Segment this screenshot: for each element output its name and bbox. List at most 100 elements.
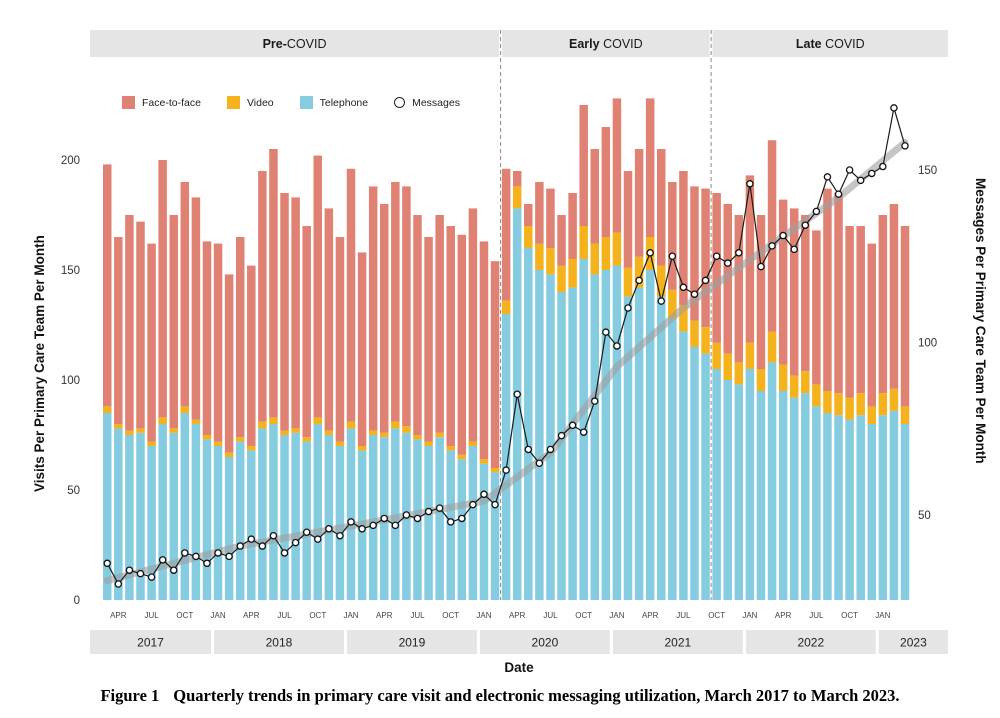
bar-video-segment: [834, 393, 843, 416]
bar-video-segment: [512, 186, 522, 209]
bar-video-segment: [357, 446, 367, 451]
bar-video-segment: [335, 441, 345, 446]
bar-face-to-face-segment: [280, 193, 289, 431]
bar-telephone-segment: [147, 446, 156, 600]
bar-face-to-face-segment: [490, 261, 500, 468]
bar-video-segment: [812, 384, 821, 407]
year-band: [346, 630, 477, 654]
bar-telephone-segment: [701, 353, 710, 600]
bar-face-to-face-segment: [247, 265, 256, 446]
year-label: 2021: [665, 636, 692, 650]
bar-face-to-face-segment: [801, 215, 810, 372]
messages-point: [746, 180, 754, 188]
messages-point: [358, 525, 366, 533]
messages-point: [214, 549, 222, 557]
bar-face-to-face-segment: [756, 215, 766, 369]
legend-label-video: Video: [246, 96, 274, 109]
messages-point: [391, 521, 400, 530]
messages-point: [901, 142, 909, 150]
bar-face-to-face-segment: [302, 226, 311, 438]
bar-video-segment: [435, 432, 444, 438]
messages-point: [668, 252, 677, 260]
bar-face-to-face-segment: [457, 234, 467, 455]
bar-video-segment: [479, 459, 489, 464]
bar-face-to-face-segment: [679, 171, 688, 306]
bar-face-to-face-segment: [634, 149, 644, 257]
bar-face-to-face-segment: [479, 241, 489, 460]
messages-point: [380, 514, 388, 523]
messages-point: [823, 173, 832, 181]
left-axis-tick-label: 200: [61, 155, 80, 167]
bar-video-segment: [224, 452, 234, 457]
bar-face-to-face-segment: [258, 171, 267, 422]
year-band: [90, 630, 211, 654]
bar-face-to-face-segment: [512, 171, 522, 187]
bar-face-to-face-segment: [812, 230, 821, 385]
bar-video-segment: [878, 393, 888, 416]
bar-telephone-segment: [690, 347, 699, 600]
bar-video-segment: [745, 342, 755, 369]
bar-video-segment: [657, 265, 666, 297]
bar-video-segment: [291, 428, 300, 433]
year-band: [612, 630, 743, 654]
bar-face-to-face-segment: [557, 215, 566, 266]
bar-video-segment: [213, 441, 223, 446]
bar-telephone-segment: [136, 432, 145, 600]
messages-point: [446, 518, 455, 526]
bar-video-segment: [623, 267, 633, 297]
month-tick-label: JUL: [543, 611, 558, 620]
month-tick-label: APR: [509, 611, 526, 620]
bar-video-segment: [468, 441, 478, 446]
bar-face-to-face-segment: [579, 105, 588, 226]
bar-telephone-segment: [834, 415, 843, 600]
bar-telephone-segment: [158, 424, 167, 600]
bar-face-to-face-segment: [867, 243, 877, 407]
bar-video-segment: [590, 243, 600, 275]
bar-video-segment: [867, 406, 877, 424]
bar-video-segment: [756, 369, 766, 391]
bar-video-segment: [147, 441, 156, 446]
messages-point: [424, 507, 433, 516]
bar-video-segment: [247, 446, 256, 451]
bar-telephone-segment: [213, 446, 223, 600]
bar-video-segment: [158, 417, 167, 424]
messages-point: [280, 549, 289, 557]
month-tick-label: OCT: [841, 611, 858, 620]
bar-face-to-face-segment: [380, 204, 389, 433]
bar-telephone-segment: [789, 397, 799, 600]
bar-face-to-face-segment: [213, 243, 223, 442]
bar-video-segment: [125, 430, 134, 435]
bar-video-segment: [169, 428, 178, 433]
bar-video-segment: [823, 391, 832, 413]
month-tick-label: JUL: [144, 611, 159, 620]
bar-video-segment: [801, 371, 810, 394]
bar-face-to-face-segment: [535, 182, 544, 244]
bar-face-to-face-segment: [158, 160, 167, 418]
bar-video-segment: [524, 226, 533, 248]
year-label: 2020: [532, 636, 559, 650]
bar-telephone-segment: [712, 369, 721, 600]
messages-point: [524, 445, 533, 454]
period-band: [502, 30, 710, 57]
bar-telephone-segment: [468, 446, 478, 600]
bar-telephone-segment: [324, 435, 334, 600]
month-tick-label: JUL: [809, 611, 824, 620]
messages-point: [469, 500, 477, 509]
bar-face-to-face-segment: [823, 188, 832, 391]
period-band: [712, 30, 948, 57]
period-label: Pre-COVID: [263, 37, 327, 51]
bar-telephone-segment: [114, 428, 123, 600]
bar-video-segment: [346, 421, 356, 429]
bar-face-to-face-segment: [524, 204, 533, 226]
bar-telephone-segment: [557, 292, 566, 600]
bar-video-segment: [734, 362, 744, 385]
bar-telephone-segment: [767, 362, 777, 600]
bar-telephone-segment: [269, 424, 278, 600]
year-label: 2018: [266, 636, 293, 650]
bar-face-to-face-segment: [191, 197, 201, 420]
bar-video-segment: [402, 426, 411, 433]
messages-point: [790, 245, 798, 254]
month-tick-label: APR: [110, 611, 127, 620]
right-axis-tick-label: 150: [918, 165, 937, 177]
month-tick-label: OCT: [442, 611, 459, 620]
